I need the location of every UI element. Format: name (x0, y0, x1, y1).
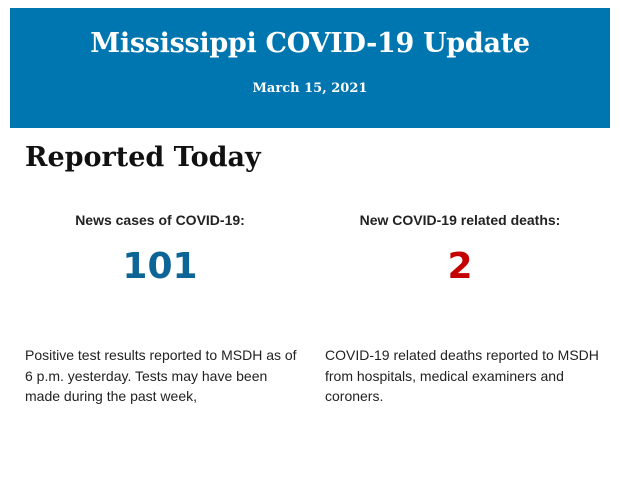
cases-description: Positive test results reported to MSDH a… (25, 347, 297, 404)
section-title: Reported Today (25, 142, 261, 173)
cases-panel: News cases of COVID-19: 101 (25, 212, 300, 287)
page-title: Mississippi COVID-19 Update (90, 28, 530, 59)
deaths-label: New COVID-19 related deaths: (359, 212, 561, 228)
cases-label: News cases of COVID-19: (75, 212, 245, 228)
cases-value: 101 (122, 246, 198, 287)
report-date: March 15, 2021 (252, 81, 368, 96)
header-banner: Mississippi COVID-19 Update March 15, 20… (10, 8, 610, 128)
deaths-panel: New COVID-19 related deaths: 2 (325, 212, 600, 287)
deaths-value: 2 (447, 246, 473, 287)
deaths-description: COVID-19 related deaths reported to MSDH… (325, 347, 599, 404)
